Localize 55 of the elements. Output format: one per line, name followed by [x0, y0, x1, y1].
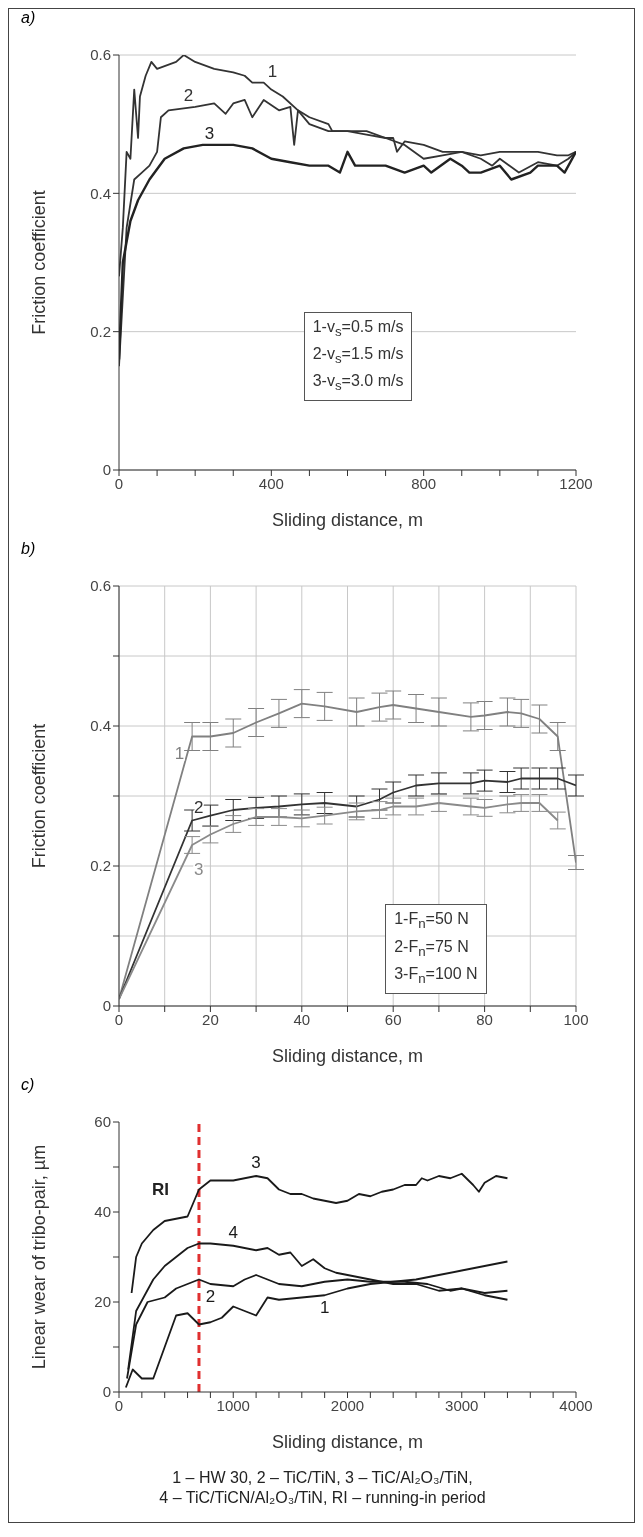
- x-tick-label: 400: [258, 474, 284, 492]
- x-tick-label: 0: [114, 1010, 124, 1028]
- y-tick-label: 40: [94, 1203, 111, 1221]
- annotation: 3-v$_{s}$=3.0 m/s: [312, 371, 404, 396]
- x-tick-label: 0: [114, 1396, 124, 1414]
- x-tick-label: 80: [476, 1010, 493, 1028]
- x-tick-label: 60: [384, 1010, 402, 1028]
- chart-title: c): [20, 1076, 36, 1095]
- x-tick-label: 1200: [559, 474, 593, 492]
- annotation: 2-F$_{n}$=75 N: [394, 936, 470, 961]
- series-label: 2: [183, 85, 194, 105]
- y-axis-title: Friction coefficient: [29, 190, 50, 335]
- series-label: 4: [228, 1222, 238, 1242]
- ref-line-label: RI: [151, 1179, 169, 1199]
- y-tick-label: 0: [102, 997, 111, 1015]
- series-label: 1: [174, 743, 185, 763]
- y-tick-label: 0.2: [90, 857, 111, 875]
- x-tick-label: 1000: [216, 1396, 250, 1414]
- annotation: 2-v$_{s}$=1.5 m/s: [312, 343, 404, 369]
- y-tick-label: 0.6: [90, 46, 111, 64]
- y-tick-label: 0.4: [90, 717, 111, 735]
- series-label: 2: [194, 797, 204, 817]
- annotation: 1-F$_{n}$=50 N: [394, 909, 470, 934]
- y-tick-label: 0: [102, 1383, 111, 1401]
- annotation: 3-F$_{n}$=100 N: [394, 963, 478, 989]
- series-label: 2: [205, 1287, 216, 1306]
- x-tick-label: 3000: [445, 1396, 479, 1414]
- y-tick-label: 0: [102, 461, 111, 479]
- series-label: 3: [251, 1153, 261, 1172]
- y-axis-title: Linear wear of tribo-pair, µm: [29, 1144, 50, 1370]
- series-label: 3: [204, 123, 215, 143]
- chart-title: a): [20, 9, 37, 28]
- series-label: 1: [319, 1298, 330, 1318]
- x-tick-label: 2000: [330, 1396, 365, 1414]
- x-tick-label: 20: [202, 1010, 219, 1028]
- x-axis-title: Sliding distance, m: [271, 1432, 424, 1452]
- chart-title: b): [20, 540, 37, 559]
- x-axis-title: Sliding distance, m: [271, 1046, 424, 1066]
- text: 1 – HW 30, 2 – TiC/TiN, 3 – TiC/Al₂O₃/TiN,: [171, 1468, 474, 1488]
- x-tick-label: 4000: [559, 1396, 593, 1414]
- series-label: 3: [194, 860, 204, 879]
- x-tick-label: 800: [411, 474, 437, 492]
- x-tick-label: 0: [114, 474, 124, 492]
- annotation: 1-v$_{s}$=0.5 m/s: [312, 316, 404, 341]
- text: 4 – TiC/TiCN/Al₂O₃/TiN, RI – running-in period: [158, 1488, 487, 1508]
- series-label: 1: [267, 61, 278, 81]
- x-tick-label: 100: [563, 1010, 589, 1028]
- y-tick-label: 60: [94, 1113, 111, 1131]
- y-axis-title: Friction coefficient: [29, 723, 50, 869]
- y-tick-label: 0.2: [90, 322, 111, 340]
- x-tick-label: 40: [293, 1010, 311, 1028]
- y-tick-label: 0.6: [90, 577, 111, 595]
- y-tick-label: 20: [94, 1293, 111, 1311]
- y-tick-label: 0.4: [90, 184, 111, 202]
- x-axis-title: Sliding distance, m: [271, 510, 424, 530]
